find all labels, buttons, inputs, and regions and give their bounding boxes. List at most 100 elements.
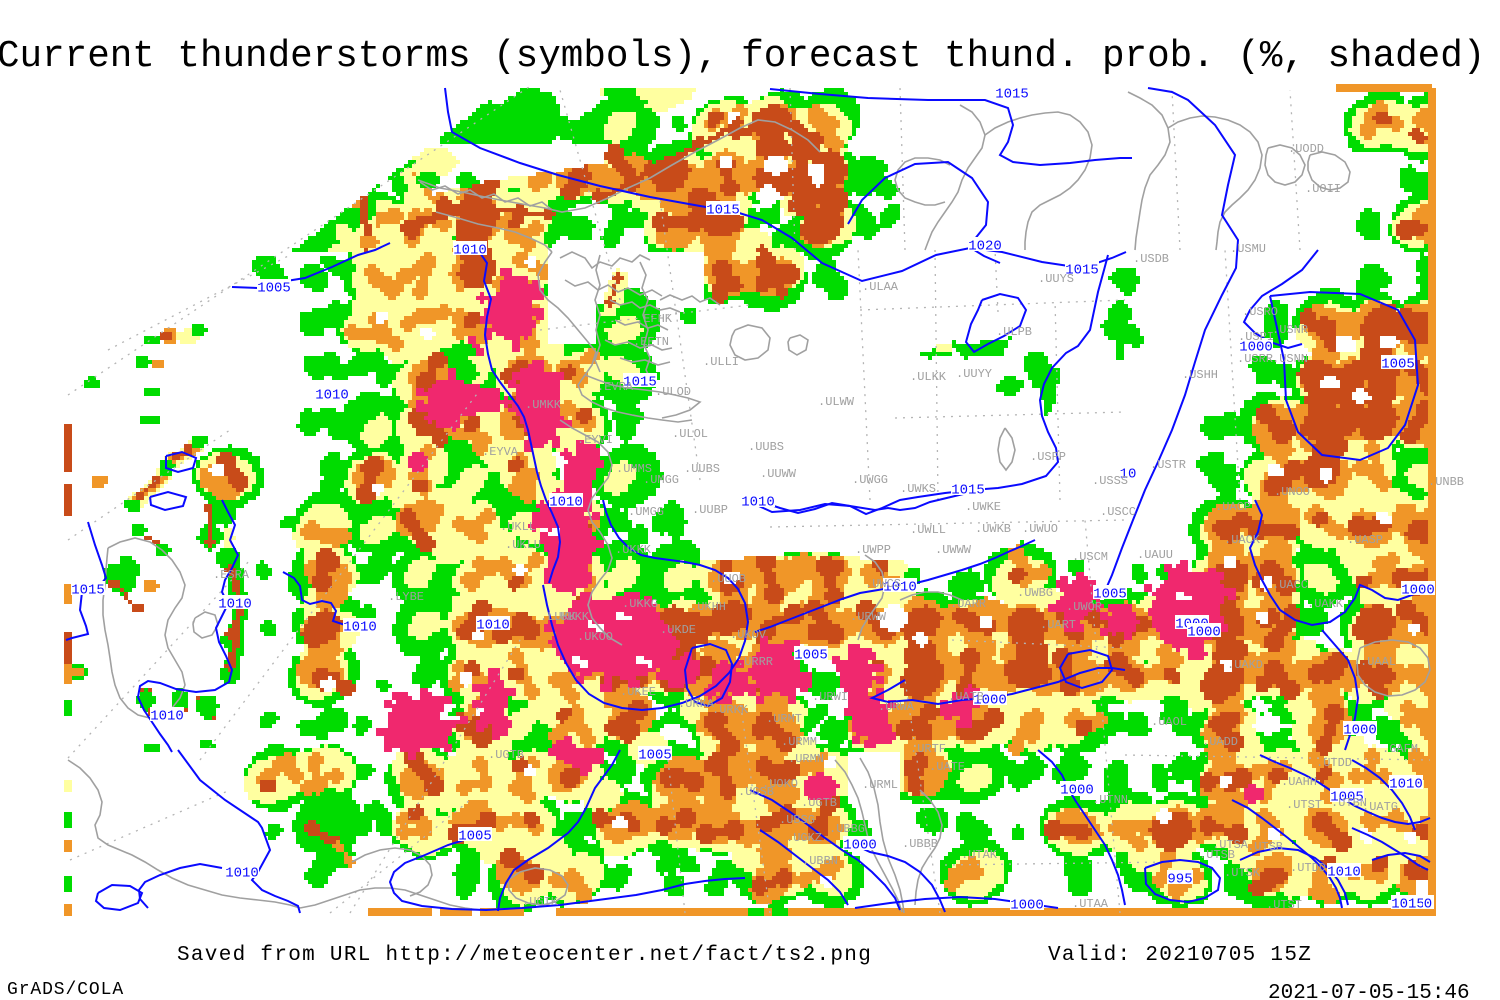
svg-text:.UTSK: .UTSK [1224,866,1261,880]
svg-text:1000: 1000 [1010,898,1044,914]
svg-text:.URKA: .URKA [678,697,715,711]
svg-text:.UMGG: .UMGG [643,473,679,487]
svg-text:.UACK: .UACK [1224,533,1261,547]
svg-text:.UKLL: .UKLL [500,520,536,534]
svg-text:1020: 1020 [968,239,1002,255]
svg-text:.URMT: .URMT [766,712,802,726]
svg-text:.UTDD: .UTDD [1316,756,1352,770]
svg-text:.UUBS: .UUBS [684,462,720,476]
svg-text:1015: 1015 [1065,263,1099,279]
svg-text:1005: 1005 [1330,790,1364,806]
svg-text:.ULPB: .ULPB [996,325,1032,339]
svg-text:.UBBG: .UBBG [829,822,865,836]
svg-text:.URWA: .URWA [878,700,915,714]
svg-text:1015: 1015 [1391,897,1425,913]
svg-text:.USCM: .USCM [1072,550,1108,564]
svg-text:.UMMS: .UMMS [616,462,652,476]
svg-text:.UUYY: .UUYY [956,367,992,381]
svg-text:.EFHK: .EFHK [636,312,673,326]
svg-text:.UADD: .UADD [1202,735,1238,749]
svg-text:1010: 1010 [150,709,184,725]
svg-text:1010: 1010 [883,580,917,596]
svg-text:.UTSB: .UTSB [1247,840,1283,854]
svg-text:.URWW: .URWW [850,610,887,624]
svg-text:.UTAK: .UTAK [961,848,998,862]
svg-text:.USTR: .USTR [1150,458,1186,472]
svg-text:.USDB: .USDB [1133,252,1169,266]
svg-text:.UWGG: .UWGG [852,473,888,487]
svg-text:.UTDD: .UTDD [1290,861,1326,875]
svg-text:.UOKO: .UOKO [762,777,798,791]
svg-text:.UMGG: .UMGG [628,505,664,519]
svg-text:.UUBP: .UUBP [692,503,728,517]
svg-text:.EYVI: .EYVI [577,433,613,447]
svg-text:.UNOO: .UNOO [1274,485,1310,499]
svg-text:.UAKD: .UAKD [1227,658,1263,672]
svg-text:.UKOV: .UKOV [730,628,767,642]
svg-text:.UACC: .UACC [1272,578,1308,592]
svg-text:.UAKK: .UAKK [1307,597,1344,611]
svg-text:.USRR: .USRR [1237,352,1273,366]
svg-text:.UOII: .UOII [1305,182,1341,196]
svg-text:.URKK: .URKK [712,703,749,717]
svg-text:.ULWW: .ULWW [818,395,855,409]
svg-text:10: 10 [1120,467,1137,483]
svg-text:.UBBN: .UBBN [802,854,838,868]
svg-text:1010: 1010 [315,388,349,404]
svg-text:.UNBB: .UNBB [1428,475,1464,489]
svg-text:.USPI: .USPI [1238,330,1274,344]
svg-text:1000: 1000 [973,693,1007,709]
svg-text:.UWLL: .UWLL [910,523,946,537]
svg-text:.UKHH: .UKHH [690,600,726,614]
svg-text:.UACP: .UACP [1215,500,1251,514]
svg-text:.UWCS: .UWCS [865,577,901,591]
svg-text:.UKOO: .UKOO [577,630,613,644]
svg-text:.UAHH: .UAHH [1281,775,1317,789]
svg-text:.USRO: .USRO [1242,305,1278,319]
svg-text:.URML: .URML [862,778,898,792]
svg-text:.ULAA: .ULAA [862,280,899,294]
svg-text:.GAFM: .GAFM [1382,742,1418,756]
svg-text:.UATG: .UATG [1362,800,1398,814]
svg-text:.UBBB: .UBBB [902,837,938,851]
svg-text:1015: 1015 [623,375,657,391]
svg-text:.ULOL: .ULOL [672,427,708,441]
svg-text:.ESRA: .ESRA [213,568,250,582]
svg-text:1015: 1015 [951,483,985,499]
svg-text:.UART: .UART [1040,618,1076,632]
svg-text:1010: 1010 [218,597,252,613]
svg-text:.EVRA: .EVRA [597,380,634,394]
svg-text:1000: 1000 [1187,625,1221,641]
svg-text:.UKEE: .UKEE [620,685,656,699]
svg-text:1010: 1010 [343,620,377,636]
svg-text:.UWOR: .UWOR [1066,600,1102,614]
svg-text:.UODD: .UODD [1288,142,1324,156]
svg-text:.LYBE: .LYBE [388,590,424,604]
svg-text:.UWUO: .UWUO [1022,522,1058,536]
svg-text:.UWWW: .UWWW [935,543,972,557]
svg-text:.UKKK: .UKKK [615,543,652,557]
svg-text:.UGKZ: .UGKZ [786,831,822,845]
svg-text:.URMM: .URMM [781,735,817,749]
svg-text:1010: 1010 [1389,777,1423,793]
svg-text:.UGIK: .UGIK [522,895,559,909]
svg-text:995: 995 [1167,872,1192,888]
svg-text:.UASP: .UASP [1347,533,1383,547]
svg-text:1015: 1015 [706,203,740,219]
svg-text:.UTSB: .UTSB [1199,848,1235,862]
svg-text:1010: 1010 [741,495,775,511]
svg-text:.UGTB: .UGTB [801,796,837,810]
svg-text:.UBSG: .UBSG [779,813,815,827]
svg-text:.LUKK: .LUKK [540,610,577,624]
svg-text:1000: 1000 [843,838,877,854]
svg-text:.ULLI: .ULLI [703,355,739,369]
svg-text:1005: 1005 [1093,587,1127,603]
svg-text:.UKDE: .UKDE [660,623,696,637]
svg-text:.UUOB: .UUOB [710,572,746,586]
svg-text:1010: 1010 [1327,865,1361,881]
svg-text:1010: 1010 [225,866,259,882]
svg-text:1015: 1015 [995,87,1029,103]
svg-text:.UTAA: .UTAA [1072,897,1109,911]
svg-text:.USNR: .USNR [1272,323,1308,337]
svg-text:.UKLU: .UKLU [505,538,541,552]
